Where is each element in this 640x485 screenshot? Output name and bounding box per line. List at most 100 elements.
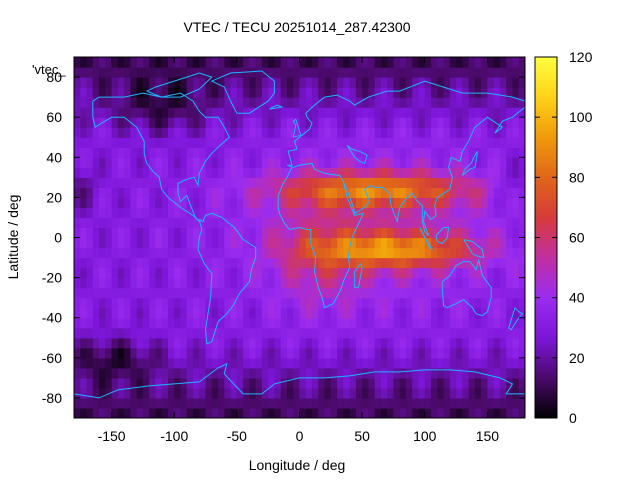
heatmap-cell: [280, 107, 288, 118]
heatmap-cell: [493, 67, 501, 78]
x-tick-label: -50: [227, 428, 247, 444]
heatmap-cell: [387, 217, 395, 229]
heatmap-cell: [431, 187, 438, 198]
heatmap-cell: [437, 377, 445, 389]
heatmap-cell: [218, 77, 225, 88]
heatmap-cell: [180, 157, 188, 168]
heatmap-cell: [393, 77, 401, 88]
heatmap-cell: [80, 157, 88, 168]
heatmap-cell: [337, 297, 344, 309]
heatmap-cell: [405, 277, 413, 289]
heatmap-cell: [362, 377, 369, 389]
heatmap-cell: [324, 317, 332, 329]
heatmap-cell: [80, 307, 88, 319]
heatmap-cell: [506, 197, 514, 209]
heatmap-cell: [261, 127, 269, 138]
heatmap-cell: [243, 107, 250, 118]
heatmap-cell: [418, 347, 426, 359]
heatmap-cell: [218, 297, 225, 309]
heatmap-cell: [443, 367, 451, 379]
heatmap-cell: [236, 407, 244, 418]
heatmap-cell: [236, 157, 244, 168]
heatmap-cell: [286, 337, 294, 349]
y-tick-label: 20: [46, 189, 62, 205]
heatmap-cell: [180, 357, 188, 369]
heatmap-cell: [236, 357, 244, 369]
heatmap-cell: [167, 87, 175, 98]
heatmap-cell: [205, 307, 213, 319]
heatmap-cell: [449, 237, 457, 249]
heatmap-cell: [405, 137, 413, 148]
heatmap-cell: [493, 187, 501, 198]
heatmap-cell: [330, 307, 338, 319]
heatmap-cell: [387, 267, 395, 279]
heatmap-cell: [268, 397, 276, 409]
heatmap-cell: [268, 207, 276, 219]
heatmap-cell: [111, 177, 119, 188]
heatmap-cell: [468, 117, 476, 128]
heatmap-cell: [211, 147, 219, 158]
heatmap-cell: [149, 367, 157, 379]
heatmap-cell: [74, 247, 81, 259]
heatmap-cell: [337, 217, 344, 229]
heatmap-cell: [193, 97, 200, 108]
heatmap-cell: [186, 307, 194, 319]
heatmap-cell: [243, 347, 250, 359]
heatmap-cell: [330, 227, 338, 239]
heatmap-cell: [224, 97, 232, 108]
heatmap-cell: [487, 157, 495, 168]
heatmap-cell: [380, 57, 388, 68]
heatmap-cell: [211, 177, 219, 188]
heatmap-cell: [286, 327, 294, 339]
heatmap-cell: [236, 267, 244, 279]
heatmap-cell: [205, 137, 213, 148]
heatmap-cell: [349, 77, 357, 88]
heatmap-cell: [481, 367, 489, 379]
heatmap-cell: [155, 397, 163, 409]
heatmap-cell: [74, 167, 81, 178]
heatmap-cell: [387, 307, 395, 319]
heatmap-cell: [105, 207, 113, 219]
heatmap-cell: [374, 367, 382, 379]
heatmap-cell: [493, 147, 501, 158]
heatmap-cell: [456, 167, 463, 178]
heatmap-cell: [155, 387, 163, 399]
heatmap-cell: [161, 237, 169, 249]
heatmap-cell: [368, 57, 376, 68]
heatmap-cell: [393, 307, 401, 319]
heatmap-cell: [518, 387, 525, 399]
heatmap-cell: [155, 407, 163, 418]
heatmap-cell: [130, 367, 138, 379]
heatmap-cell: [193, 297, 200, 309]
heatmap-cell: [355, 367, 363, 379]
heatmap-cell: [255, 207, 263, 219]
heatmap-cell: [105, 317, 113, 329]
heatmap-cell: [418, 117, 426, 128]
heatmap-cell: [255, 157, 263, 168]
heatmap-cell: [117, 347, 125, 359]
heatmap-cell: [330, 177, 338, 188]
heatmap-cell: [380, 207, 388, 219]
heatmap-cell: [362, 137, 369, 148]
heatmap-cell: [349, 337, 357, 349]
heatmap-cell: [111, 227, 119, 239]
heatmap-cell: [343, 157, 351, 168]
heatmap-cell: [443, 277, 451, 289]
heatmap-cell: [343, 367, 351, 379]
heatmap-cell: [211, 277, 219, 289]
heatmap-cell: [99, 287, 106, 299]
heatmap-cell: [180, 297, 188, 309]
heatmap-cell: [99, 87, 106, 98]
heatmap-cell: [380, 237, 388, 249]
heatmap-cell: [124, 407, 131, 418]
heatmap-cell: [199, 97, 207, 108]
heatmap-cell: [424, 97, 432, 108]
heatmap-cell: [130, 87, 138, 98]
heatmap-cell: [230, 287, 238, 299]
heatmap-cell: [368, 217, 376, 229]
heatmap-cell: [117, 397, 125, 409]
heatmap-cell: [161, 247, 169, 259]
heatmap-cell: [518, 297, 525, 309]
heatmap-cell: [337, 227, 344, 239]
